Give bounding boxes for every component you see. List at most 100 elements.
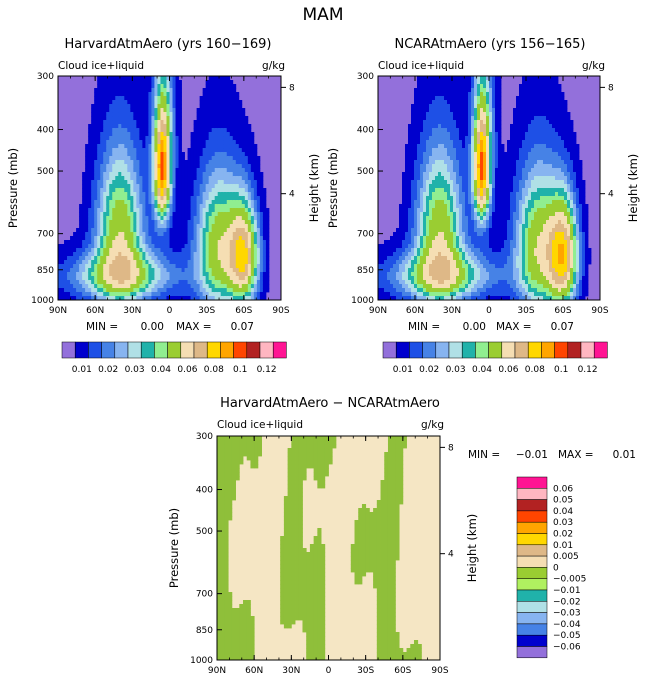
contour-cell: [456, 100, 460, 105]
contour-cell: [414, 124, 418, 129]
contour-cell: [148, 88, 152, 93]
contour-cell: [211, 268, 216, 273]
contour-cell: [139, 228, 143, 233]
contour-cell: [447, 288, 451, 293]
contour-cell: [435, 208, 439, 213]
contour-cell: [480, 160, 484, 165]
contour-cell: [459, 180, 463, 185]
contour-cell: [154, 116, 158, 121]
y-tick-label: 850: [37, 266, 54, 276]
contour-cell: [166, 276, 170, 281]
contour-cell: [250, 196, 255, 201]
contour-cell: [220, 100, 225, 105]
contour-cell: [127, 244, 131, 249]
contour-cell: [414, 156, 418, 161]
contour-cell: [477, 212, 481, 217]
contour-cell: [262, 272, 267, 277]
contour-cell: [139, 76, 143, 81]
contour-cell: [223, 200, 228, 205]
contour-cell: [477, 88, 481, 93]
contour-cell: [196, 176, 201, 181]
contour-cell: [232, 120, 237, 125]
contour-cell: [76, 244, 80, 249]
contour-cell: [435, 196, 439, 201]
contour-cell: [184, 252, 188, 257]
contour-cell: [384, 268, 388, 273]
contour-cell: [97, 216, 101, 221]
contour-cell: [169, 84, 173, 89]
contour-cell: [178, 232, 182, 237]
contour-cell: [223, 108, 228, 113]
contour-cell: [187, 212, 191, 217]
contour-cell: [175, 252, 179, 257]
contour-cell: [127, 180, 131, 185]
contour-cell: [217, 168, 222, 173]
contour-cell: [408, 152, 412, 157]
contour-cell: [136, 180, 140, 185]
contour-cell: [453, 244, 457, 249]
contour-cell: [127, 228, 131, 233]
contour-cell: [82, 204, 86, 209]
contour-cell: [468, 144, 472, 149]
contour-cell: [178, 120, 182, 125]
contour-cell: [184, 168, 188, 173]
contour-cell: [139, 116, 143, 121]
contour-cell: [459, 104, 463, 109]
contour-cell: [88, 152, 92, 157]
contour-cell: [229, 80, 234, 85]
contour-cell: [175, 232, 179, 237]
contour-cell: [217, 156, 222, 161]
contour-cell: [223, 128, 228, 133]
contour-cell: [220, 76, 225, 81]
contour-cell: [414, 152, 418, 157]
contour-cell: [61, 248, 65, 253]
contour-cell: [169, 148, 173, 153]
contour-cell: [438, 200, 442, 205]
contour-cell: [103, 240, 107, 245]
contour-cell: [157, 212, 161, 217]
contour-cell: [106, 288, 110, 293]
contour-cell: [175, 116, 179, 121]
contour-cell: [426, 88, 430, 93]
contour-cell: [76, 276, 80, 281]
contour-cell: [166, 116, 170, 121]
contour-cell: [121, 252, 125, 257]
contour-cell: [214, 292, 219, 297]
contour-cell: [468, 172, 472, 177]
contour-cell: [438, 216, 442, 221]
contour-cell: [136, 256, 140, 261]
contour-cell: [163, 244, 167, 249]
contour-cell: [256, 240, 261, 245]
contour-cell: [139, 148, 143, 153]
contour-cell: [190, 180, 194, 185]
contour-cell: [163, 176, 167, 181]
contour-cell: [396, 264, 400, 269]
contour-cell: [417, 276, 421, 281]
contour-cell: [157, 264, 161, 269]
contour-cell: [471, 216, 475, 221]
contour-cell: [85, 264, 89, 269]
contour-cell: [85, 240, 89, 245]
contour-cell: [247, 128, 252, 133]
contour-cell: [100, 292, 104, 297]
contour-cell: [205, 144, 210, 149]
contour-cell: [148, 156, 152, 161]
contour-cell: [115, 232, 119, 237]
contour-cell: [133, 196, 137, 201]
contour-cell: [109, 296, 113, 301]
contour-cell: [399, 236, 403, 241]
contour-cell: [444, 152, 448, 157]
contour-cell: [145, 108, 149, 113]
contour-cell: [154, 248, 158, 253]
contour-cell: [91, 124, 95, 129]
y-tick-label: 400: [37, 126, 54, 136]
contour-cell: [232, 136, 237, 141]
contour-cell: [190, 236, 194, 241]
contour-cell: [241, 156, 246, 161]
contour-cell: [199, 112, 204, 117]
contour-cell: [160, 128, 164, 133]
x-tick-label: 60S: [235, 306, 252, 316]
contour-cell: [250, 144, 255, 149]
contour-cell: [250, 236, 255, 241]
contour-cell: [79, 268, 83, 273]
